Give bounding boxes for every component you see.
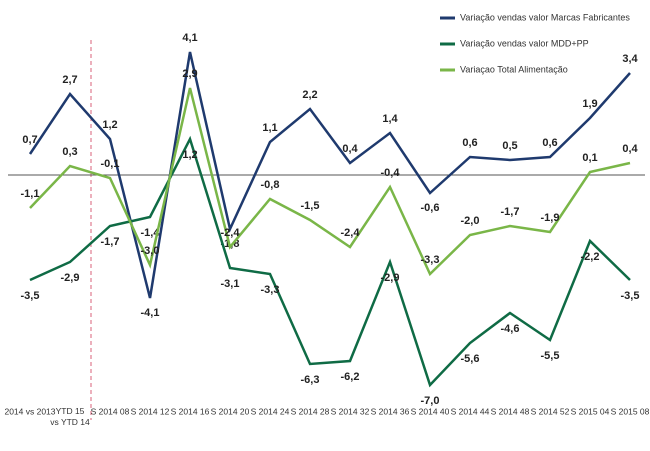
data-label: -4,1 xyxy=(141,307,160,319)
data-label: -6,2 xyxy=(341,371,360,383)
x-tick-label: YTD 15 vs YTD 14 xyxy=(50,406,90,427)
x-tick-label: S 2014 52 xyxy=(531,406,570,416)
x-tick-label: S 2014 44 xyxy=(451,406,490,416)
legend-label: Variação vendas valor MDD+PP xyxy=(460,38,589,48)
data-label: -2,0 xyxy=(461,215,480,227)
data-label: 3,4 xyxy=(622,53,638,65)
data-label: 0,7 xyxy=(22,134,37,146)
x-tick-label: S 2014 28 xyxy=(291,406,330,416)
legend-label: Variaçao Total Alimentação xyxy=(460,64,568,74)
data-label: -2,9 xyxy=(61,272,80,284)
data-label: -3,5 xyxy=(621,290,640,302)
x-tick-label: S 2014 32 xyxy=(331,406,370,416)
x-tick-label: S 2014 48 xyxy=(491,406,530,416)
data-label: -0,4 xyxy=(381,167,401,179)
data-label: 1,2 xyxy=(102,119,117,131)
x-tick-label: S 2015 08 xyxy=(611,406,650,416)
data-label: 2,2 xyxy=(302,89,317,101)
x-tick-label: S 2014 24 xyxy=(251,406,290,416)
data-label: 0,6 xyxy=(462,137,477,149)
x-tick-label: S 2014 08 xyxy=(91,406,130,416)
data-label: -0,1 xyxy=(101,158,120,170)
data-label: 1,2 xyxy=(182,149,197,161)
data-label: -1,1 xyxy=(21,188,40,200)
data-label: 0,5 xyxy=(502,140,517,152)
data-label: -6,3 xyxy=(301,374,320,386)
data-label: 1,1 xyxy=(262,122,277,134)
x-tick-label: S 2014 16 xyxy=(171,406,210,416)
data-label: -2,4 xyxy=(341,227,361,239)
legend-label: Variação vendas valor Marcas Fabricantes xyxy=(460,12,630,22)
data-label: 2,9 xyxy=(182,68,197,80)
x-tick-label: S 2015 04 xyxy=(571,406,610,416)
data-label: -5,6 xyxy=(461,353,480,365)
data-label: -4,6 xyxy=(501,323,520,335)
data-label: 0,1 xyxy=(582,152,597,164)
x-tick-label: 2014 vs 2013 xyxy=(4,406,55,416)
data-label: -1,9 xyxy=(541,212,560,224)
data-label: -2,9 xyxy=(381,272,400,284)
series-line xyxy=(28,51,631,299)
data-label: -2,4 xyxy=(221,227,241,239)
data-label: 0,6 xyxy=(542,137,557,149)
data-label: -3,0 xyxy=(141,245,160,257)
data-label: 4,1 xyxy=(182,32,197,44)
data-label: -1,7 xyxy=(101,236,120,248)
data-label: 0,3 xyxy=(62,146,77,158)
data-label: -3,3 xyxy=(261,284,280,296)
data-label: 1,4 xyxy=(382,113,398,125)
x-tick-label: S 2014 36 xyxy=(371,406,410,416)
series-line xyxy=(29,87,631,277)
data-label: -0,6 xyxy=(421,202,440,214)
data-label: -3,3 xyxy=(421,254,440,266)
data-label: -3,5 xyxy=(21,290,40,302)
data-label: -1,5 xyxy=(301,200,320,212)
data-label: -0,8 xyxy=(261,179,280,191)
data-label: -5,5 xyxy=(541,350,560,362)
x-tick-label: S 2014 40 xyxy=(411,406,450,416)
data-label: 0,4 xyxy=(622,143,638,155)
data-label: 1,9 xyxy=(582,98,597,110)
x-tick-label: S 2014 12 xyxy=(131,406,170,416)
data-label: -2,2 xyxy=(581,251,600,263)
data-label: 0,4 xyxy=(342,143,358,155)
x-tick-label: S 2014 20 xyxy=(211,406,250,416)
data-label: -3,1 xyxy=(221,278,240,290)
data-label: -7,0 xyxy=(421,395,440,407)
data-label: 2,7 xyxy=(62,74,77,86)
data-label: -1,7 xyxy=(501,206,520,218)
